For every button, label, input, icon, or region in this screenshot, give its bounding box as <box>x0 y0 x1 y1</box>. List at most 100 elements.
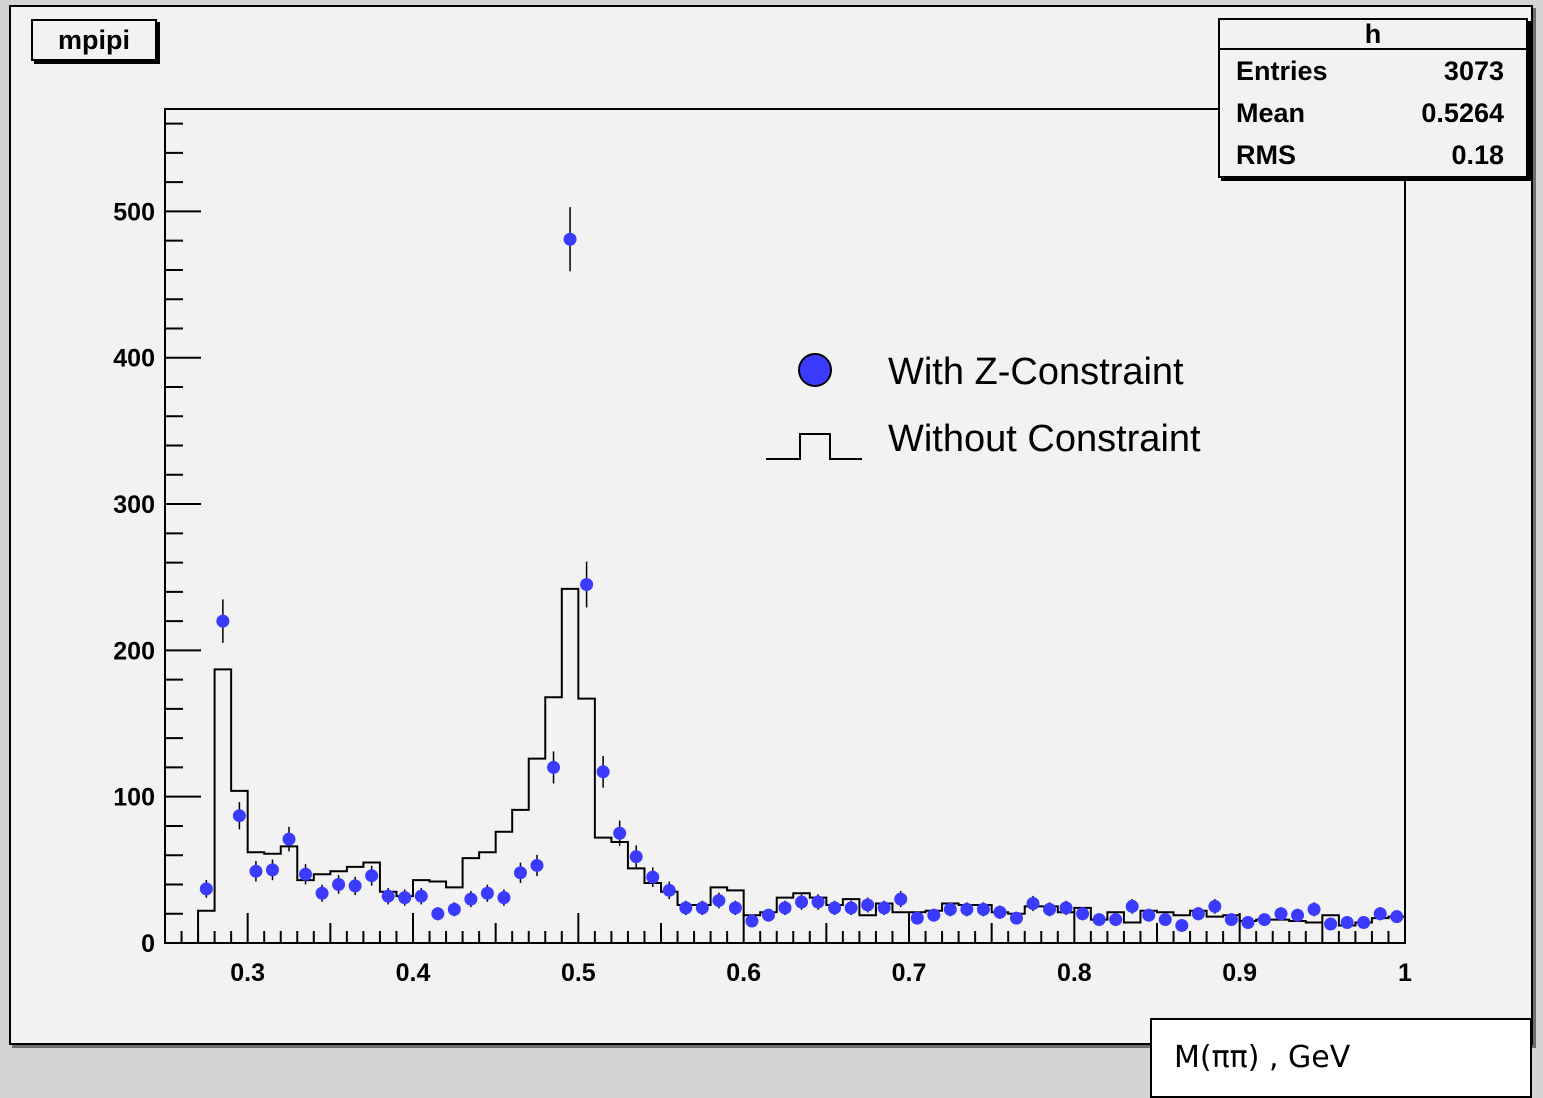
data-point <box>1257 913 1271 927</box>
data-point <box>844 901 858 915</box>
data-point <box>596 765 610 779</box>
data-point <box>513 866 527 880</box>
data-point <box>1340 916 1354 930</box>
x-axis-label: M(ππ) , GeV <box>1150 1018 1532 1098</box>
data-point <box>1373 907 1387 921</box>
x-tick-label: 0.5 <box>561 959 596 987</box>
y-axis: 0 100 200 300 400 500 <box>113 122 201 958</box>
stats-value: 0.5264 <box>1421 98 1504 128</box>
data-point <box>910 911 924 925</box>
data-point <box>249 864 263 878</box>
y-tick-label: 0 <box>141 930 155 958</box>
data-point <box>811 895 825 909</box>
data-point <box>613 826 627 840</box>
x-tick-label: 0.9 <box>1222 959 1257 987</box>
y-tick-label: 300 <box>113 491 155 519</box>
stats-value: 3073 <box>1443 56 1504 86</box>
data-point <box>299 867 313 881</box>
data-point <box>1241 916 1255 930</box>
data-point <box>1109 913 1123 927</box>
data-point <box>580 578 594 592</box>
data-point <box>365 869 379 883</box>
data-point <box>1125 899 1139 913</box>
plot-frame <box>164 108 1406 944</box>
stats-row-entries: Entries 3073 <box>1220 50 1526 92</box>
data-point <box>464 892 478 906</box>
data-point <box>547 760 561 774</box>
data-point <box>530 858 544 872</box>
data-point <box>1076 907 1090 921</box>
data-point <box>1357 916 1371 930</box>
data-point <box>927 908 941 922</box>
data-point <box>1274 907 1288 921</box>
data-point <box>1191 907 1205 921</box>
data-point <box>282 832 296 846</box>
data-point <box>1324 917 1338 931</box>
data-point <box>332 877 346 891</box>
data-point <box>976 902 990 916</box>
y-tick-label: 200 <box>113 637 155 665</box>
data-point <box>414 889 428 903</box>
data-point <box>894 892 908 906</box>
data-point <box>993 905 1007 919</box>
y-tick-label: 500 <box>113 198 155 226</box>
stats-histogram-name: h <box>1220 20 1526 50</box>
stats-label: Entries <box>1236 56 1328 86</box>
data-point <box>761 908 775 922</box>
data-point <box>1175 918 1189 932</box>
y-tick-label: 100 <box>113 784 155 812</box>
with-z-constraint-points <box>199 207 1404 932</box>
legend: With Z-Constraint Without Constraint <box>766 351 1201 460</box>
stats-label: Mean <box>1236 98 1306 128</box>
legend-circle-marker <box>798 353 832 387</box>
data-point <box>447 902 461 916</box>
data-point <box>431 907 445 921</box>
data-point <box>1059 901 1073 915</box>
data-point <box>1026 896 1040 910</box>
data-point <box>480 886 494 900</box>
data-point <box>1208 899 1222 913</box>
data-point <box>1291 908 1305 922</box>
x-tick-label: 0.7 <box>892 959 927 987</box>
data-point <box>712 894 726 908</box>
x-tick-label: 1 <box>1398 959 1412 987</box>
data-point <box>679 901 693 915</box>
legend-label-with-z-constraint: With Z-Constraint <box>888 351 1184 393</box>
data-point <box>232 809 246 823</box>
data-point <box>646 870 660 884</box>
data-point <box>662 883 676 897</box>
stats-row-mean: Mean 0.5264 <box>1220 92 1526 134</box>
data-point <box>1390 910 1404 924</box>
data-point <box>795 895 809 909</box>
data-point <box>1158 913 1172 927</box>
data-point <box>778 901 792 915</box>
data-point <box>629 850 643 864</box>
data-point <box>1043 902 1057 916</box>
stats-row-rms: RMS 0.18 <box>1220 134 1526 176</box>
data-point <box>1224 913 1238 927</box>
stats-box: h Entries 3073 Mean 0.5264 RMS 0.18 <box>1218 18 1528 178</box>
data-point <box>828 901 842 915</box>
data-point <box>861 898 875 912</box>
data-point <box>265 863 279 877</box>
data-point <box>745 914 759 928</box>
data-point <box>1092 913 1106 927</box>
data-point <box>1009 911 1023 925</box>
data-point <box>877 901 891 915</box>
stats-label: RMS <box>1236 140 1296 170</box>
data-point <box>398 891 412 905</box>
data-point <box>497 891 511 905</box>
data-point <box>381 889 395 903</box>
legend-label-without-constraint: Without Constraint <box>888 418 1201 460</box>
x-tick-label: 0.8 <box>1057 959 1092 987</box>
data-point <box>348 879 362 893</box>
histogram-title: mpipi <box>31 19 157 61</box>
data-point <box>728 901 742 915</box>
data-point <box>216 614 230 628</box>
data-point <box>960 902 974 916</box>
x-tick-label: 0.4 <box>396 959 431 987</box>
y-tick-label: 400 <box>113 345 155 373</box>
data-point <box>943 902 957 916</box>
data-point <box>315 886 329 900</box>
